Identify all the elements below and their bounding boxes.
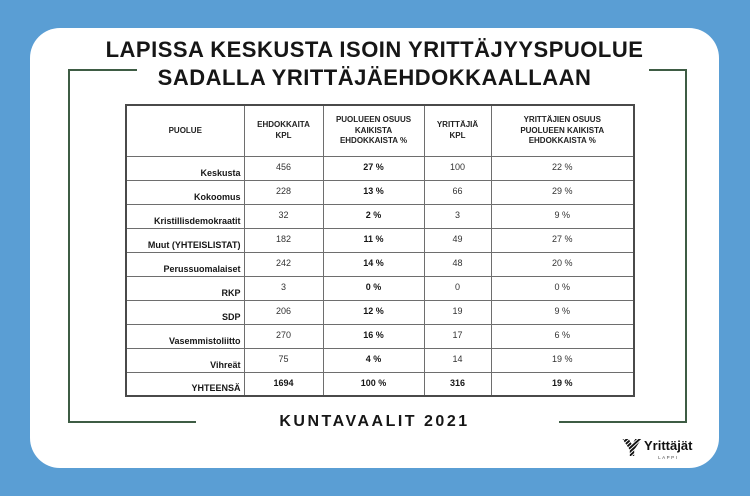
entrepreneurs-count-cell: 0 [423, 275, 492, 301]
party-name-cell: Muut (YHTEISLISTAT) [125, 227, 245, 253]
entrepreneur-share-cell: 20 % [490, 251, 635, 277]
candidates-count-cell: 75 [243, 347, 324, 373]
party-share-cell: 14 % [322, 251, 425, 277]
candidates-count-cell: 32 [243, 203, 324, 229]
party-share-cell: 27 % [322, 155, 425, 181]
entrepreneurs-count-cell: 100 [423, 155, 492, 181]
entrepreneurs-count-cell: 19 [423, 299, 492, 325]
party-name-cell: Vihreät [125, 347, 245, 373]
yrittajat-logo: Yrittäjät LAPPI [622, 438, 692, 460]
col-header-puolueen-osuus: PUOLUEEN OSUUS KAIKISTA EHDOKKAISTA % [322, 104, 425, 157]
party-name-cell: YHTEENSÄ [125, 371, 245, 397]
party-share-cell: 2 % [322, 203, 425, 229]
entrepreneurs-count-cell: 316 [423, 371, 492, 397]
party-name-cell: Kokoomus [125, 179, 245, 205]
candidates-count-cell: 3 [243, 275, 324, 301]
page-title-line2: SADALLA YRITTÄJÄEHDOKKAALLAAN [157, 65, 592, 90]
col-header-ehdokkaita: EHDOKKAITA KPL [243, 104, 324, 157]
header-row: PUOLUE EHDOKKAITA KPL PUOLUEEN OSUUS KAI… [125, 104, 635, 157]
party-name-cell: Perussuomalaiset [125, 251, 245, 277]
entrepreneur-share-cell: 9 % [490, 203, 635, 229]
page-title-line1: LAPISSA KESKUSTA ISOIN YRITTÄJYYSPUOLUE [105, 37, 644, 62]
party-table: PUOLUE EHDOKKAITA KPL PUOLUEEN OSUUS KAI… [125, 104, 635, 397]
party-share-cell: 0 % [322, 275, 425, 301]
party-share-cell: 11 % [322, 227, 425, 253]
party-name-cell: Vasemmistoliitto [125, 323, 245, 349]
party-name-cell: Kristillisdemokraatit [125, 203, 245, 229]
col-header-yrittajien-osuus: YRITTÄJIEN OSUUS PUOLUEEN KAIKISTA EHDOK… [490, 104, 635, 157]
entrepreneur-share-cell: 22 % [490, 155, 635, 181]
entrepreneur-share-cell: 0 % [490, 275, 635, 301]
entrepreneurs-count-cell: 14 [423, 347, 492, 373]
party-share-cell: 16 % [322, 323, 425, 349]
entrepreneur-share-cell: 27 % [490, 227, 635, 253]
table-row: Muut (YHTEISLISTAT) 182 11 % 49 27 % [125, 227, 635, 253]
candidates-count-cell: 270 [243, 323, 324, 349]
logo-region: LAPPI [658, 455, 679, 460]
yrittajat-y-icon [622, 438, 642, 457]
entrepreneur-share-cell: 9 % [490, 299, 635, 325]
logo-text: Yrittäjät LAPPI [644, 438, 692, 460]
party-name-cell: RKP [125, 275, 245, 301]
party-share-cell: 100 % [322, 371, 425, 397]
col-header-yrittajia: YRITTÄJIÄ KPL [423, 104, 492, 157]
candidates-count-cell: 242 [243, 251, 324, 277]
logo-name: Yrittäjät [644, 438, 693, 453]
candidates-count-cell: 206 [243, 299, 324, 325]
party-table-header: PUOLUE EHDOKKAITA KPL PUOLUEEN OSUUS KAI… [125, 104, 635, 157]
party-share-cell: 13 % [322, 179, 425, 205]
candidates-count-cell: 228 [243, 179, 324, 205]
candidates-count-cell: 182 [243, 227, 324, 253]
entrepreneurs-count-cell: 66 [423, 179, 492, 205]
entrepreneur-share-cell: 6 % [490, 323, 635, 349]
table-row: RKP 3 0 % 0 0 % [125, 275, 635, 301]
table-row: Keskusta 456 27 % 100 22 % [125, 155, 635, 181]
party-table-body: Keskusta 456 27 % 100 22 % Kokoomus 228 … [125, 155, 635, 397]
col-header-puolue: PUOLUE [125, 104, 245, 157]
entrepreneurs-count-cell: 17 [423, 323, 492, 349]
entrepreneur-share-cell: 19 % [490, 347, 635, 373]
party-name-cell: Keskusta [125, 155, 245, 181]
page-title: LAPISSA KESKUSTA ISOIN YRITTÄJYYSPUOLUE … [30, 36, 719, 92]
party-share-cell: 12 % [322, 299, 425, 325]
table-row: Kristillisdemokraatit 32 2 % 3 9 % [125, 203, 635, 229]
entrepreneurs-count-cell: 48 [423, 251, 492, 277]
table-row: Vihreät 75 4 % 14 19 % [125, 347, 635, 373]
candidates-count-cell: 1694 [243, 371, 324, 397]
table-row: Vasemmistoliitto 270 16 % 17 6 % [125, 323, 635, 349]
table-row: Kokoomus 228 13 % 66 29 % [125, 179, 635, 205]
entrepreneurs-count-cell: 49 [423, 227, 492, 253]
entrepreneur-share-cell: 19 % [490, 371, 635, 397]
party-share-cell: 4 % [322, 347, 425, 373]
entrepreneurs-count-cell: 3 [423, 203, 492, 229]
table-row: YHTEENSÄ 1694 100 % 316 19 % [125, 371, 635, 397]
table-row: SDP 206 12 % 19 9 % [125, 299, 635, 325]
party-name-cell: SDP [125, 299, 245, 325]
table-row: Perussuomalaiset 242 14 % 48 20 % [125, 251, 635, 277]
entrepreneur-share-cell: 29 % [490, 179, 635, 205]
footer-title: KUNTAVAALIT 2021 [279, 413, 470, 430]
candidates-count-cell: 456 [243, 155, 324, 181]
